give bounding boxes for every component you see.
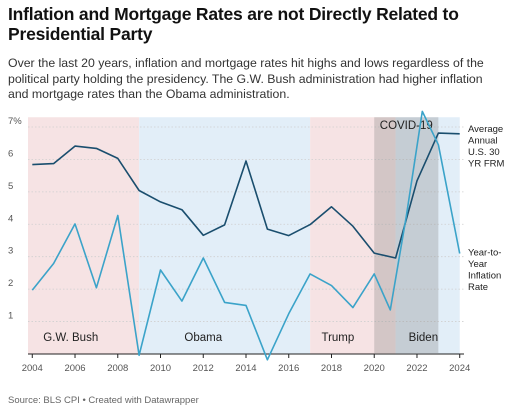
y-tick-label: 4 bbox=[8, 213, 13, 224]
period-label-3: Biden bbox=[409, 332, 438, 344]
chart-subtitle: Over the last 20 years, inflation and mo… bbox=[8, 56, 484, 101]
series-label-1: Year bbox=[468, 259, 487, 270]
x-tick-label: 2014 bbox=[235, 363, 256, 374]
series-label-1: Rate bbox=[468, 282, 488, 293]
x-tick-label: 2024 bbox=[449, 363, 470, 374]
x-tick-label: 2012 bbox=[193, 363, 214, 374]
series-label-0: YR FRM bbox=[468, 158, 505, 169]
y-tick-label: 5 bbox=[8, 181, 13, 192]
x-tick-label: 2022 bbox=[406, 363, 427, 374]
series-line-0 bbox=[32, 132, 460, 259]
y-tick-label: 7% bbox=[8, 116, 22, 127]
series-label-0: U.S. 30 bbox=[468, 147, 500, 158]
covid-label: COVID-19 bbox=[380, 120, 433, 132]
period-label-1: Obama bbox=[184, 332, 222, 344]
x-tick-label: 2008 bbox=[107, 363, 128, 374]
y-tick-label: 3 bbox=[8, 246, 13, 257]
period-band-1 bbox=[139, 117, 311, 354]
series-label-0: Annual bbox=[468, 135, 498, 146]
period-band-2 bbox=[310, 117, 396, 354]
x-tick-label: 2010 bbox=[150, 363, 171, 374]
period-band-0 bbox=[28, 117, 140, 354]
x-tick-label: 2004 bbox=[22, 363, 43, 374]
series-line-1 bbox=[31, 110, 461, 361]
period-label-2: Trump bbox=[321, 332, 354, 344]
y-tick-label: 2 bbox=[8, 278, 13, 289]
series-label-1: Inflation bbox=[468, 270, 501, 281]
x-tick-label: 2016 bbox=[278, 363, 299, 374]
series-label-0: Average bbox=[468, 124, 503, 135]
x-tick-label: 2020 bbox=[364, 363, 385, 374]
x-tick-label: 2006 bbox=[64, 363, 85, 374]
source-credit: Source: BLS CPI • Created with Datawrapp… bbox=[8, 395, 199, 406]
y-tick-label: 6 bbox=[8, 148, 13, 159]
y-tick-label: 1 bbox=[8, 311, 13, 322]
series-label-1: Year-to- bbox=[468, 247, 501, 258]
x-tick-label: 2018 bbox=[321, 363, 342, 374]
period-label-0: G.W. Bush bbox=[43, 332, 98, 344]
chart-title: Inflation and Mortgage Rates are not Dir… bbox=[8, 4, 459, 44]
